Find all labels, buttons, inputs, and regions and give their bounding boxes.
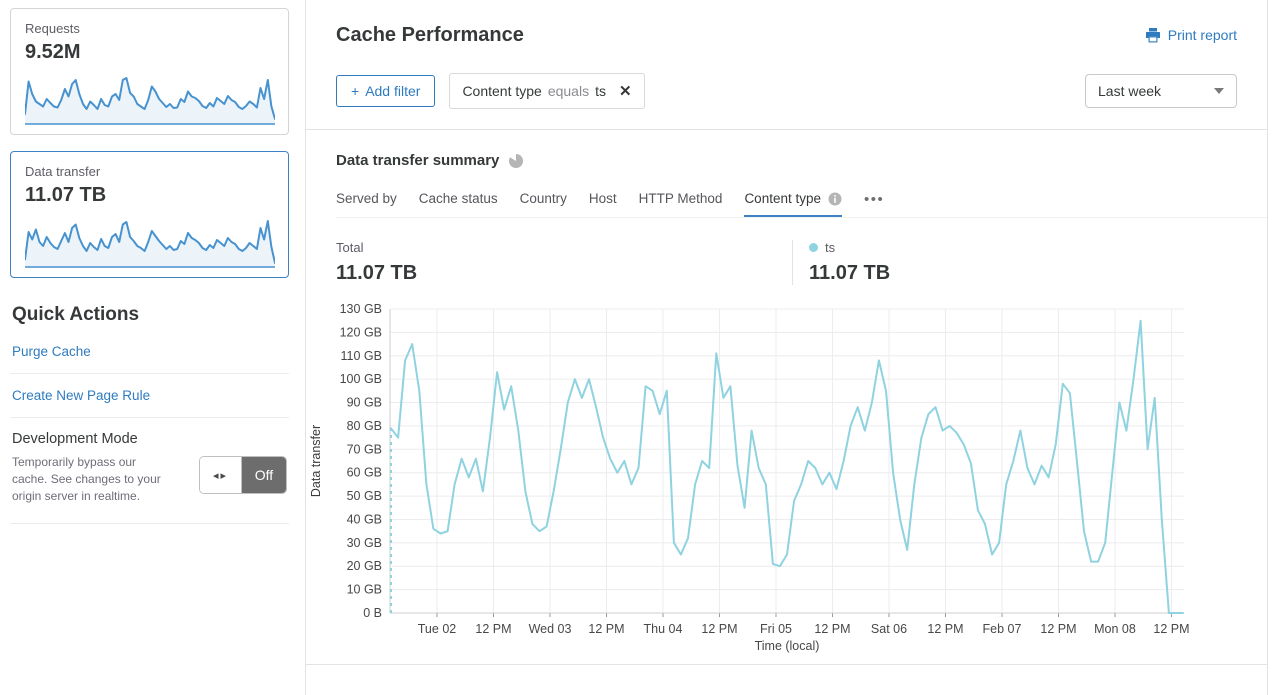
svg-text:100 GB: 100 GB xyxy=(340,372,382,386)
tab-content-type[interactable]: Content type xyxy=(744,191,842,217)
add-filter-button[interactable]: + Add filter xyxy=(336,75,436,107)
filter-chip-field: Content type xyxy=(462,83,542,99)
svg-text:40 GB: 40 GB xyxy=(347,512,382,526)
svg-text:Thu 04: Thu 04 xyxy=(644,622,683,636)
filter-chip-operator: equals xyxy=(547,83,590,99)
toggle-off-label: Off xyxy=(242,457,286,493)
pie-chart-icon xyxy=(509,153,524,168)
development-mode-description: Temporarily bypass our cache. See change… xyxy=(12,455,161,503)
svg-text:12 PM: 12 PM xyxy=(475,622,511,636)
quick-actions-heading: Quick Actions xyxy=(12,304,140,325)
svg-text:110 GB: 110 GB xyxy=(341,349,382,363)
tab-country[interactable]: Country xyxy=(519,191,567,206)
svg-text:12 PM: 12 PM xyxy=(1153,622,1189,636)
svg-text:70 GB: 70 GB xyxy=(347,442,382,456)
data-transfer-card[interactable]: Data transfer 11.07 TB xyxy=(10,151,289,278)
total-stat-label: Total xyxy=(336,240,364,255)
print-report-link[interactable]: Print report xyxy=(1145,27,1237,43)
printer-icon xyxy=(1145,28,1160,43)
svg-text:30 GB: 30 GB xyxy=(347,536,382,550)
svg-text:12 PM: 12 PM xyxy=(588,622,624,636)
svg-text:Feb 07: Feb 07 xyxy=(983,622,1022,636)
svg-text:50 GB: 50 GB xyxy=(347,489,382,503)
chevron-down-icon xyxy=(1214,88,1224,94)
tabs-divider xyxy=(336,217,1267,218)
page-title: Cache Performance xyxy=(336,24,524,46)
requests-sparkline-chart xyxy=(25,77,275,125)
header-divider xyxy=(306,129,1267,130)
svg-text:60 GB: 60 GB xyxy=(347,466,382,480)
svg-text:Mon 08: Mon 08 xyxy=(1094,622,1136,636)
tab-host[interactable]: Host xyxy=(588,191,617,206)
requests-card-label: Requests xyxy=(25,21,80,36)
stats-divider xyxy=(792,240,793,285)
svg-text:12 PM: 12 PM xyxy=(927,622,963,636)
summary-tabs: Served by Cache status Country Host HTTP… xyxy=(336,191,1267,217)
svg-text:Tue 02: Tue 02 xyxy=(418,622,457,636)
svg-text:12 PM: 12 PM xyxy=(814,622,850,636)
svg-text:Sat 06: Sat 06 xyxy=(871,622,907,636)
print-report-label: Print report xyxy=(1167,27,1237,43)
data-transfer-chart: 130 GB 120 GB 110 GB 100 GB 90 GB 80 GB 70 GB 6… xyxy=(309,302,1190,653)
development-mode-title: Development Mode xyxy=(12,431,138,447)
svg-text:10 GB: 10 GB xyxy=(347,583,382,597)
svg-text:Wed 03: Wed 03 xyxy=(529,622,572,636)
data-transfer-sparkline-chart xyxy=(25,220,275,268)
plus-icon: + xyxy=(351,83,360,99)
development-mode-toggle[interactable]: ◂▸ Off xyxy=(199,456,287,494)
svg-text:12 PM: 12 PM xyxy=(701,622,737,636)
svg-text:120 GB: 120 GB xyxy=(340,325,382,339)
close-icon[interactable]: ✕ xyxy=(618,83,632,100)
add-filter-label: Add filter xyxy=(365,83,421,99)
tab-cache-status[interactable]: Cache status xyxy=(418,191,498,206)
bottom-divider xyxy=(306,664,1267,665)
cache-performance-panel: Cache Performance Print report + Add fil… xyxy=(306,0,1268,695)
info-icon[interactable] xyxy=(828,192,842,206)
requests-card[interactable]: Requests 9.52M xyxy=(10,8,289,135)
svg-text:0 B: 0 B xyxy=(363,606,382,620)
filter-chip-value: ts xyxy=(595,83,606,99)
summary-section-title: Data transfer summary xyxy=(336,152,500,169)
svg-text:Time (local): Time (local) xyxy=(755,639,820,653)
requests-card-value: 9.52M xyxy=(25,41,81,63)
tab-http-method[interactable]: HTTP Method xyxy=(638,191,723,206)
development-mode-section: Development Mode Temporarily bypass our … xyxy=(10,418,289,524)
svg-text:130 GB: 130 GB xyxy=(340,302,382,316)
more-options-icon[interactable]: ••• xyxy=(864,191,885,208)
tab-served-by[interactable]: Served by xyxy=(336,191,397,206)
ts-stat-label: ts xyxy=(825,240,836,255)
ts-series-dot xyxy=(809,243,818,252)
tab-content-type-label: Content type xyxy=(744,191,821,206)
svg-text:Data transfer: Data transfer xyxy=(309,425,323,497)
svg-text:80 GB: 80 GB xyxy=(347,419,382,433)
time-range-value: Last week xyxy=(1098,83,1162,99)
ts-stat: ts 11.07 TB xyxy=(793,240,890,285)
svg-text:12 PM: 12 PM xyxy=(1040,622,1076,636)
purge-cache-link[interactable]: Purge Cache xyxy=(10,330,289,374)
data-transfer-card-value: 11.07 TB xyxy=(25,184,107,206)
resize-arrows-icon: ◂▸ xyxy=(200,457,242,493)
total-stat-value: 11.07 TB xyxy=(336,262,418,284)
ts-stat-value: 11.07 TB xyxy=(809,262,891,284)
total-stat: Total 11.07 TB xyxy=(336,240,792,285)
svg-text:Fri 05: Fri 05 xyxy=(760,622,792,636)
data-transfer-card-label: Data transfer xyxy=(25,164,101,179)
create-page-rule-link[interactable]: Create New Page Rule xyxy=(10,374,289,418)
time-range-select[interactable]: Last week xyxy=(1085,74,1237,108)
content-type-filter-chip[interactable]: Content type equals ts ✕ xyxy=(449,73,645,109)
analytics-sidebar: Requests 9.52M Data transfer 11.07 TB Qu… xyxy=(0,0,306,695)
svg-text:20 GB: 20 GB xyxy=(347,559,382,573)
svg-text:90 GB: 90 GB xyxy=(347,396,382,410)
